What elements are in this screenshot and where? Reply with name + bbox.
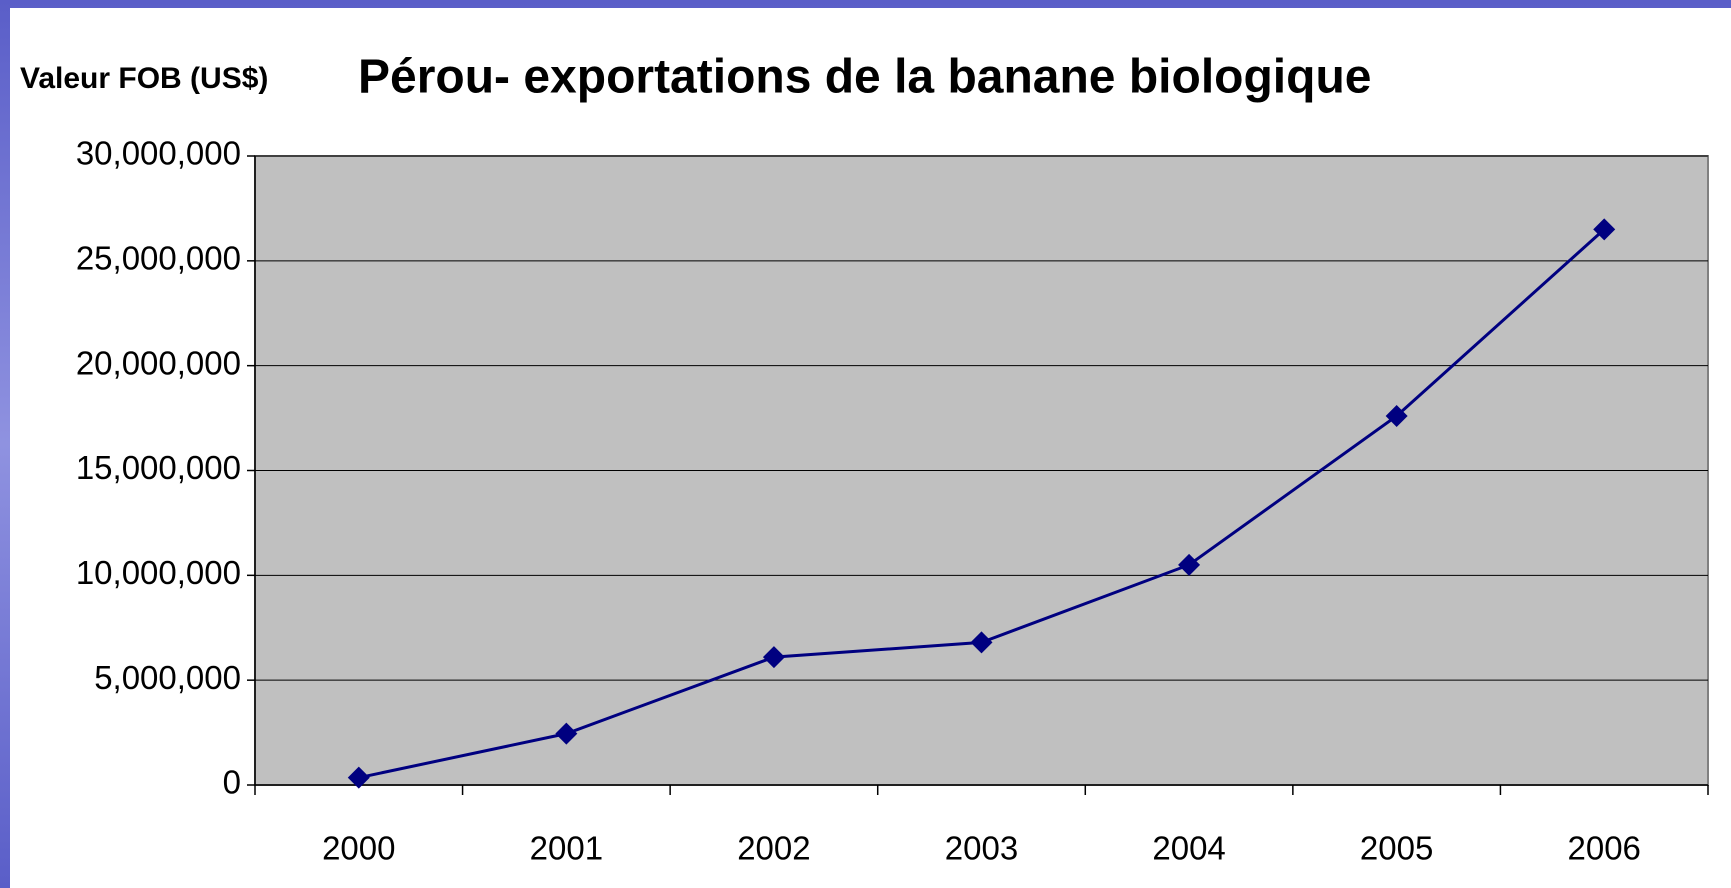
x-tick-label: 2000 xyxy=(322,830,395,867)
data-point xyxy=(970,631,993,654)
y-tick-label: 10,000,000 xyxy=(76,554,241,591)
x-tick-label: 2003 xyxy=(945,830,1018,867)
x-tick-label: 2006 xyxy=(1568,830,1641,867)
y-tick-label: 30,000,000 xyxy=(76,135,241,172)
data-point xyxy=(347,766,370,789)
x-tick-label: 2001 xyxy=(530,830,603,867)
data-point xyxy=(762,646,785,669)
y-tick-label: 20,000,000 xyxy=(76,344,241,381)
y-tick-label: 0 xyxy=(223,764,241,801)
y-tick-label: 5,000,000 xyxy=(94,659,241,696)
x-tick-label: 2002 xyxy=(737,830,810,867)
data-point xyxy=(1593,218,1616,241)
data-point xyxy=(555,722,578,745)
data-point xyxy=(1385,404,1408,427)
data-point xyxy=(1178,553,1201,576)
y-tick-label: 15,000,000 xyxy=(76,449,241,486)
x-tick-label: 2004 xyxy=(1152,830,1225,867)
chart-title: Pérou- exportations de la banane biologi… xyxy=(358,51,1371,104)
y-axis-title: Valeur FOB (US$) xyxy=(20,62,268,95)
y-tick-label: 25,000,000 xyxy=(76,240,241,277)
x-tick-label: 2005 xyxy=(1360,830,1433,867)
